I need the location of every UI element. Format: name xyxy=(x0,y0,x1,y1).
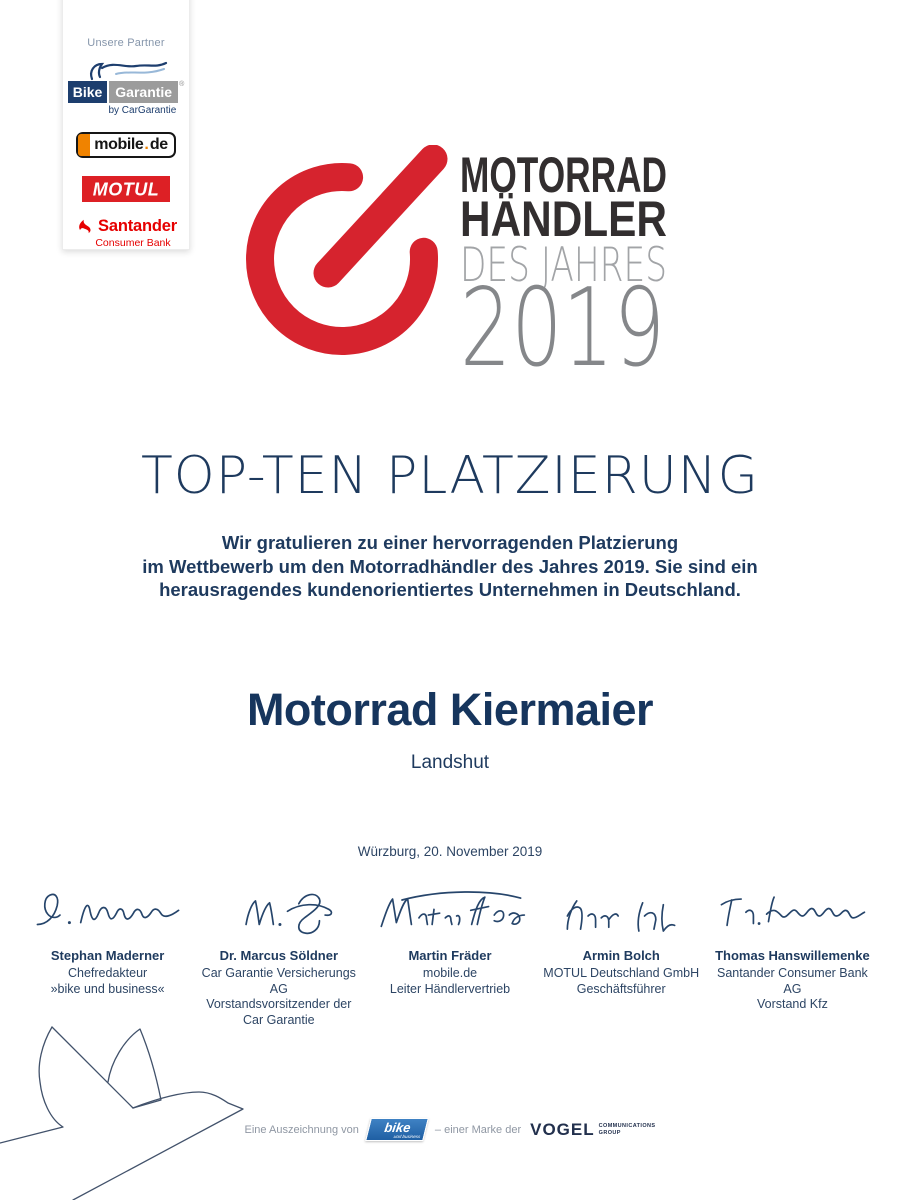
signature-image xyxy=(566,900,676,932)
vogel-logo: VOGEL COMMUNICATIONS GROUP xyxy=(530,1120,655,1140)
bike-garantie-word1: Bike xyxy=(67,81,108,103)
bird-outline-icon xyxy=(0,1026,244,1200)
mobile-de-logo: mobile . de xyxy=(76,132,176,158)
bike-logo-word: bike xyxy=(383,1120,412,1135)
signatory-roles: Santander Consumer Bank AG Vorstand Kfz xyxy=(717,966,868,1011)
signatory-column: Thomas Hanswillemenke Santander Consumer… xyxy=(707,886,878,1028)
bike-garantie-wordmark: Bike Garantie ® xyxy=(67,81,185,103)
place-and-date: Würzburg, 20. November 2019 xyxy=(357,844,543,859)
signatures-row: Stephan Maderner Chefredakteur »bike und… xyxy=(22,886,878,1028)
signatory-roles: Chefredakteur »bike und business« xyxy=(50,966,165,996)
signatory-roles: MOTUL Deutschland GmbH Geschäftsführer xyxy=(543,966,700,996)
vogel-word: VOGEL xyxy=(530,1119,595,1139)
certificate-title: TOP-TEN PLATZIERUNG xyxy=(141,446,759,506)
signatory-column: Stephan Maderner Chefredakteur »bike und… xyxy=(22,886,193,1028)
award-logo-power-icon xyxy=(246,145,448,355)
registered-mark: ® xyxy=(179,81,185,88)
award-logo-line2: HÄNDLER xyxy=(460,191,667,247)
mobile-de-orange-block-icon xyxy=(78,134,91,156)
bike-und-business-logo: bike und business xyxy=(365,1118,429,1141)
signature-image xyxy=(380,891,526,928)
signatory-column: Armin Bolch MOTUL Deutschland GmbH Gesch… xyxy=(536,886,707,1028)
footer: Eine Auszeichnung von bike und business … xyxy=(0,1118,900,1141)
bike-garantie-logo: Bike Garantie ® by CarGarantie xyxy=(67,59,185,116)
mobile-de-dot: . xyxy=(144,136,149,153)
award-logo-year: 2019 xyxy=(460,266,665,372)
signatory-roles: mobile.de Leiter Händlervertrieb xyxy=(389,966,511,996)
signatory-roles: Car Garantie Versicherungs AG Vorstandsv… xyxy=(201,966,356,1027)
signatory-column: Dr. Marcus Söldner Car Garantie Versiche… xyxy=(193,886,364,1028)
signature-image xyxy=(720,896,866,927)
signature-image xyxy=(245,893,333,935)
vogel-sub-line2: GROUP xyxy=(598,1129,621,1136)
santander-subline: Consumer Bank xyxy=(95,237,171,249)
signatory-name: Thomas Hanswillemenke xyxy=(715,948,870,963)
partners-card: Unsere Partner Bike Garantie ® by CarGar… xyxy=(62,0,190,250)
signatory-name: Dr. Marcus Söldner xyxy=(219,948,339,963)
motul-logo: MOTUL xyxy=(82,176,170,202)
motul-word: MOTUL xyxy=(92,177,160,199)
mobile-de-tld: de xyxy=(149,136,168,153)
award-logo-line3: DES JAHRES xyxy=(460,238,667,293)
mobile-de-word: mobile xyxy=(94,136,144,153)
signatory-name: Stephan Maderner xyxy=(50,948,165,963)
recipient-name: Motorrad Kiermaier xyxy=(246,684,654,735)
bike-garantie-wave-icon xyxy=(90,61,168,81)
vogel-sub-line1: COMMUNICATIONS xyxy=(598,1123,656,1129)
footer-prefix: Eine Auszeichnung von xyxy=(244,1123,359,1136)
santander-logo: Santander Consumer Bank xyxy=(75,216,177,249)
award-logo-wordmark: MOTORRAD HÄNDLER DES JAHRES 2019 xyxy=(460,147,667,372)
award-logo-line1: MOTORRAD xyxy=(460,147,667,203)
bike-garantie-byline: by CarGarantie xyxy=(108,105,177,116)
bike-garantie-word2: Garantie xyxy=(109,81,179,103)
bike-logo-subline: und business xyxy=(393,1134,421,1139)
signature-image xyxy=(36,893,180,926)
santander-word: Santander xyxy=(98,216,177,235)
signatory-name: Martin Fräder xyxy=(408,948,492,963)
santander-flame-icon xyxy=(79,219,91,234)
signatory-name: Armin Bolch xyxy=(582,948,660,963)
signatory-column: Martin Fräder mobile.de Leiter Händlerve… xyxy=(364,886,535,1028)
footer-middle: – einer Marke der xyxy=(434,1123,522,1136)
congratulation-text: Wir gratulieren zu einer hervorragenden … xyxy=(142,532,758,600)
partners-heading: Unsere Partner xyxy=(87,37,165,49)
recipient-city: Landshut xyxy=(410,752,490,773)
